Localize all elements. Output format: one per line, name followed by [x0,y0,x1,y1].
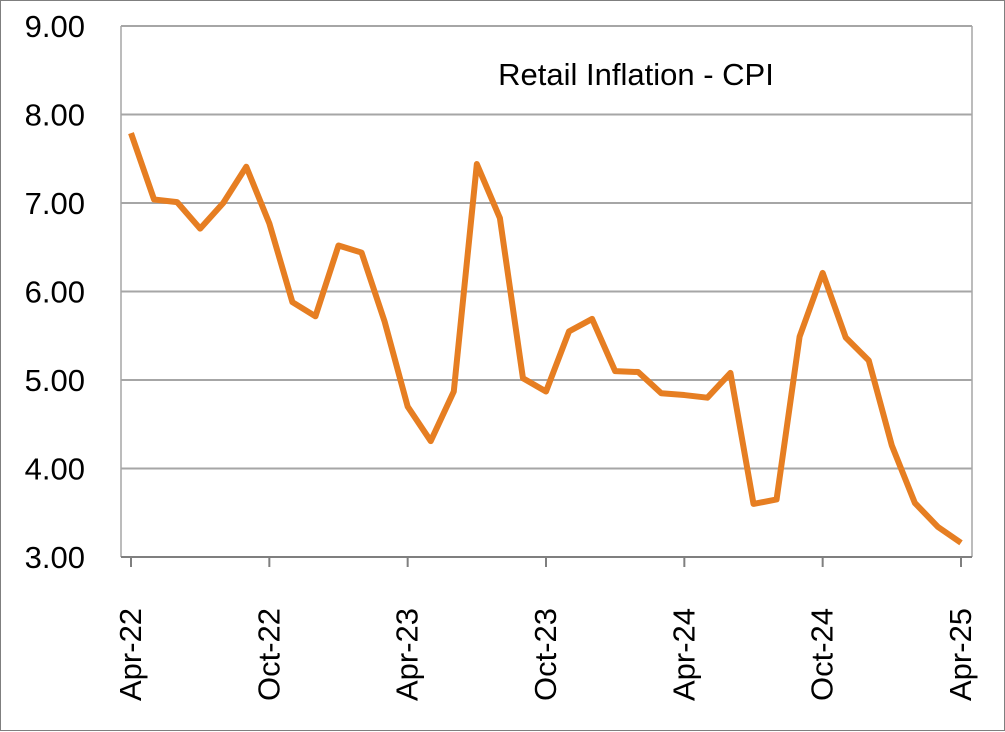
y-tick-label: 7.00 [25,186,85,221]
label-layer: 3.00 4.00 5.00 6.00 7.00 8.00 9.00 Apr-22 Oct-22… [25,9,978,701]
chart-title: Retail Inflation - CPI [498,57,774,92]
x-tick-label: Oct-23 [528,608,563,701]
x-tick-label: Oct-22 [251,608,286,701]
x-tick-label: Oct-24 [805,608,840,701]
x-tick-label: Apr-23 [390,608,425,701]
grid-layer [121,26,972,557]
y-tick-label: 9.00 [25,9,85,44]
y-tick-label: 8.00 [25,98,85,133]
x-tick-label: Apr-22 [113,608,148,701]
y-tick-label: 3.00 [25,540,85,575]
y-tick-label: 6.00 [25,275,85,310]
x-tick-label: Apr-25 [943,608,978,701]
series-layer [131,133,961,543]
cpi-line [131,133,961,543]
y-tick-label: 4.00 [25,452,85,487]
y-tick-label: 5.00 [25,363,85,398]
axis-layer [121,26,972,567]
x-tick-label: Apr-24 [666,608,701,701]
